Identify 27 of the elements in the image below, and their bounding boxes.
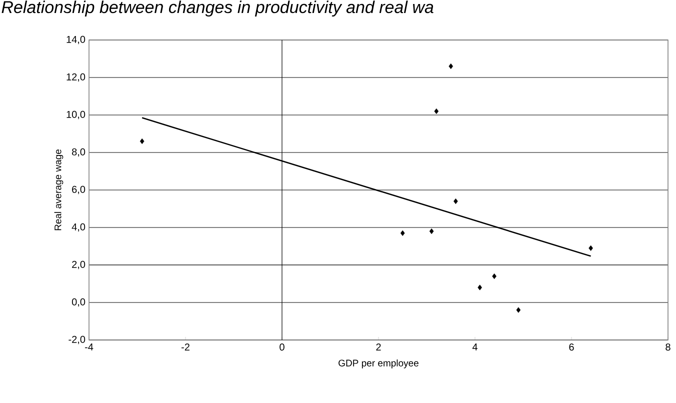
point <box>588 245 593 251</box>
x-axis-title: GDP per employee <box>338 359 418 368</box>
y-tick-label: 0,0 <box>72 298 86 307</box>
x-tick-label: 8 <box>666 344 670 351</box>
y-tick-label: 2,0 <box>72 260 86 270</box>
y-tick-label: 4,0 <box>72 223 86 232</box>
x-tick-label: 2 <box>376 344 381 350</box>
point <box>140 138 144 144</box>
x-tick-label: 4 <box>472 344 478 350</box>
x-tick-label: 0 <box>280 344 284 351</box>
y-tick-label: 14,0 <box>66 36 86 44</box>
chart-title: Relationship between changes in productivity and real wa <box>2 0 434 17</box>
x-tick-label: -4 <box>85 344 94 350</box>
point <box>400 230 405 236</box>
x-tick-label: -2 <box>182 344 190 350</box>
point <box>478 284 482 290</box>
y-tick-label: 8,0 <box>72 148 86 157</box>
point <box>516 307 521 313</box>
y-tick-label: 12,0 <box>66 73 86 82</box>
y-tick-label: -2,0 <box>68 336 86 344</box>
y-tick-label: 6,0 <box>72 186 86 194</box>
y-tick-label: 10,0 <box>66 110 86 120</box>
point <box>434 108 439 114</box>
y-axis-title: Real average wage <box>54 150 64 230</box>
point <box>448 63 454 70</box>
x-tick-label: 6 <box>569 344 574 351</box>
point <box>429 228 434 234</box>
